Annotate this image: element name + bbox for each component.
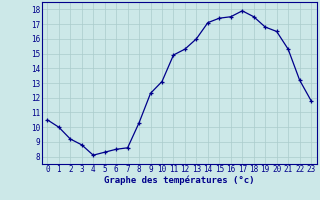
X-axis label: Graphe des températures (°c): Graphe des températures (°c) [104, 176, 254, 185]
